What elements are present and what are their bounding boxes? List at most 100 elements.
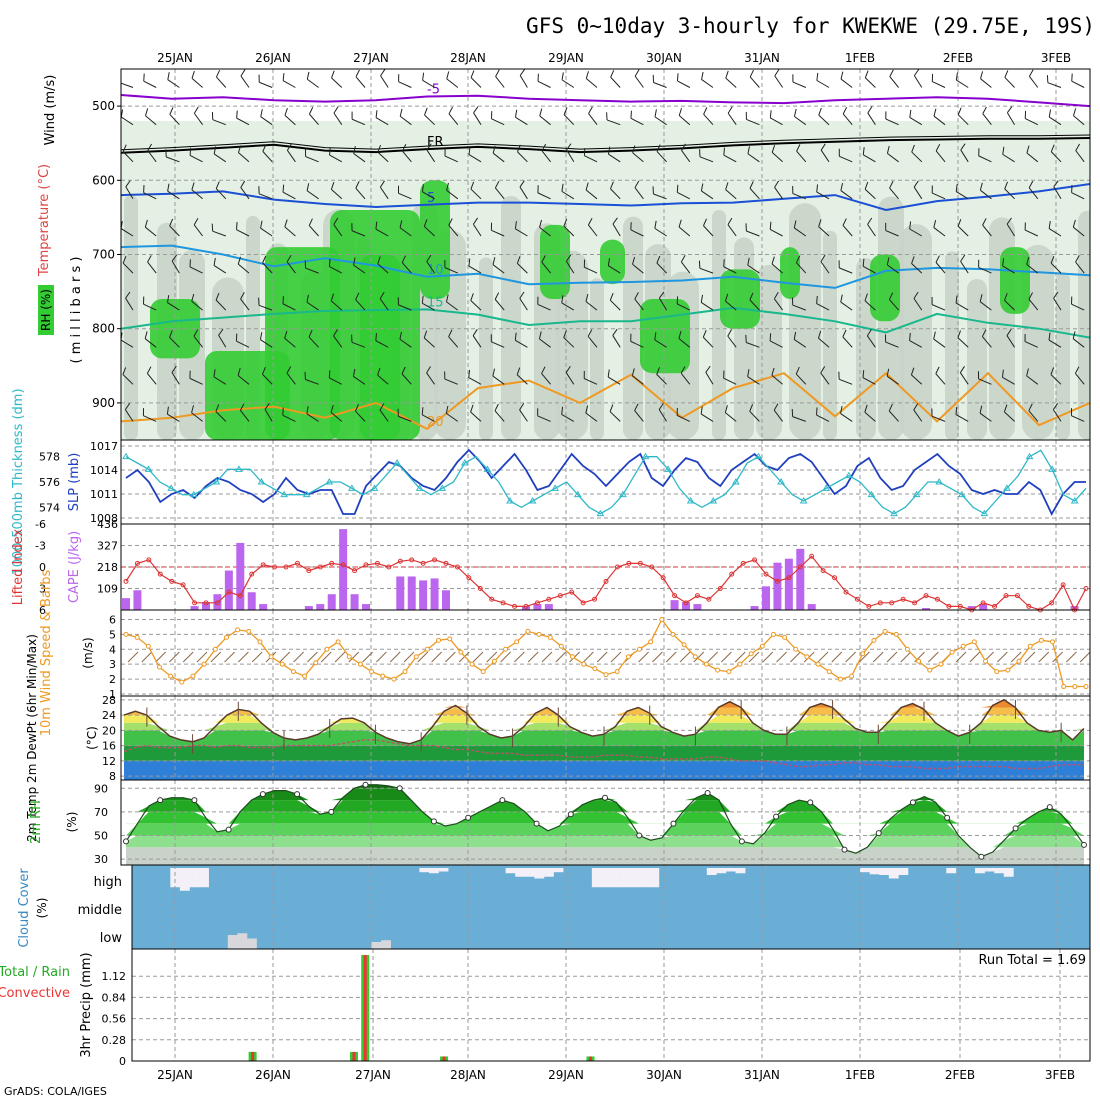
wind-barb xyxy=(1004,181,1015,200)
wind-speed-marker xyxy=(123,631,129,637)
wind-barb xyxy=(654,332,667,348)
bottom-date-label: 25JAN xyxy=(157,1068,193,1082)
wind-barb xyxy=(886,257,899,274)
barb-staff xyxy=(1006,223,1016,237)
barb-flag xyxy=(749,69,754,78)
wind-barb xyxy=(308,107,319,126)
li-marker xyxy=(397,558,403,564)
rh-tick-label: 50 xyxy=(94,829,108,842)
barb-flag xyxy=(909,221,912,230)
barb-staff xyxy=(446,189,459,200)
barb-staff xyxy=(305,379,319,385)
wind-barb xyxy=(355,181,366,200)
barb-staff xyxy=(565,372,575,385)
cloud-low-label: low xyxy=(100,931,123,946)
wind-barb xyxy=(1072,108,1085,126)
wind-barb xyxy=(678,108,691,126)
barb-flag xyxy=(630,333,632,342)
wind-barb xyxy=(864,181,876,200)
barb-flag xyxy=(1053,291,1059,299)
wind-barb xyxy=(213,257,227,274)
li-marker xyxy=(146,557,152,563)
barb-staff xyxy=(747,376,760,385)
wind-barb xyxy=(1024,651,1036,663)
barb-staff xyxy=(286,150,296,163)
barb-flag xyxy=(862,147,865,155)
barb-flag xyxy=(355,292,360,300)
barb-flag xyxy=(426,254,432,262)
wind-barb xyxy=(444,148,459,163)
barb-staff xyxy=(634,187,644,200)
wind-barb xyxy=(211,223,226,237)
barb-staff xyxy=(143,415,157,422)
barb-flag xyxy=(282,296,284,304)
wind-barb xyxy=(470,70,482,88)
wind-barb xyxy=(707,651,718,663)
wind-barb xyxy=(262,255,273,274)
rh-grey-column xyxy=(945,251,959,440)
li-marker xyxy=(740,560,746,566)
wind-barb xyxy=(260,109,273,126)
wind-barb xyxy=(494,292,505,311)
wind-barb xyxy=(515,109,528,126)
wind-barb xyxy=(514,332,528,348)
barb-flag xyxy=(816,407,818,416)
barb-staff xyxy=(770,117,783,126)
wind-barb xyxy=(931,297,946,311)
barb-staff xyxy=(422,414,435,422)
high-cloud-block xyxy=(611,868,621,888)
wind-barb xyxy=(864,404,876,422)
barb-flag xyxy=(448,218,453,226)
barb-flag xyxy=(886,257,890,265)
barb-staff xyxy=(701,79,714,88)
high-cloud-block xyxy=(199,868,209,888)
wind-barb xyxy=(607,146,621,163)
wind-barb xyxy=(495,69,505,88)
y-tick-label: 700 xyxy=(92,248,115,262)
barb-flag xyxy=(700,183,704,192)
wind-barb xyxy=(355,292,366,311)
wind-barb xyxy=(634,69,644,88)
barb-flag xyxy=(397,297,399,305)
wind-barb xyxy=(351,223,366,237)
wind-barb xyxy=(609,404,621,422)
barb-staff xyxy=(284,226,296,237)
wind-speed-marker xyxy=(525,628,531,634)
li-marker xyxy=(592,596,598,602)
wind-speed-marker xyxy=(882,628,888,634)
barb-flag xyxy=(630,222,632,230)
barb-staff xyxy=(495,76,505,88)
barb-staff xyxy=(213,376,227,385)
barb-flag xyxy=(702,218,707,226)
wind-barb xyxy=(189,370,203,385)
wind-barb xyxy=(330,293,343,311)
barb-staff xyxy=(236,340,250,348)
barb-flag xyxy=(517,144,521,153)
barb-staff xyxy=(561,302,575,311)
barb-flag xyxy=(169,218,174,227)
cape-bar xyxy=(762,586,770,610)
cloud-high-label: high xyxy=(94,875,122,890)
barb-flag xyxy=(793,220,797,229)
wind-barb xyxy=(679,651,691,663)
rh-legend-swatch xyxy=(38,285,54,335)
barb-staff xyxy=(959,372,969,385)
barb-flag xyxy=(935,366,940,374)
thickness-tick-label: 576 xyxy=(39,476,60,489)
wind-barb xyxy=(306,183,319,200)
wind-barb xyxy=(444,260,458,274)
li-marker xyxy=(500,600,506,606)
wind-barb xyxy=(286,366,296,385)
wind-barb xyxy=(191,70,203,88)
barb-flag xyxy=(793,108,797,117)
barb-staff xyxy=(215,188,227,200)
li-marker xyxy=(1049,600,1055,606)
wind-barb xyxy=(541,651,553,663)
barb-staff xyxy=(747,153,760,163)
wind-barb xyxy=(377,144,389,163)
wind-barb xyxy=(351,334,366,348)
cape-tick-label: 218 xyxy=(97,561,118,574)
wind-barb xyxy=(1026,145,1039,163)
